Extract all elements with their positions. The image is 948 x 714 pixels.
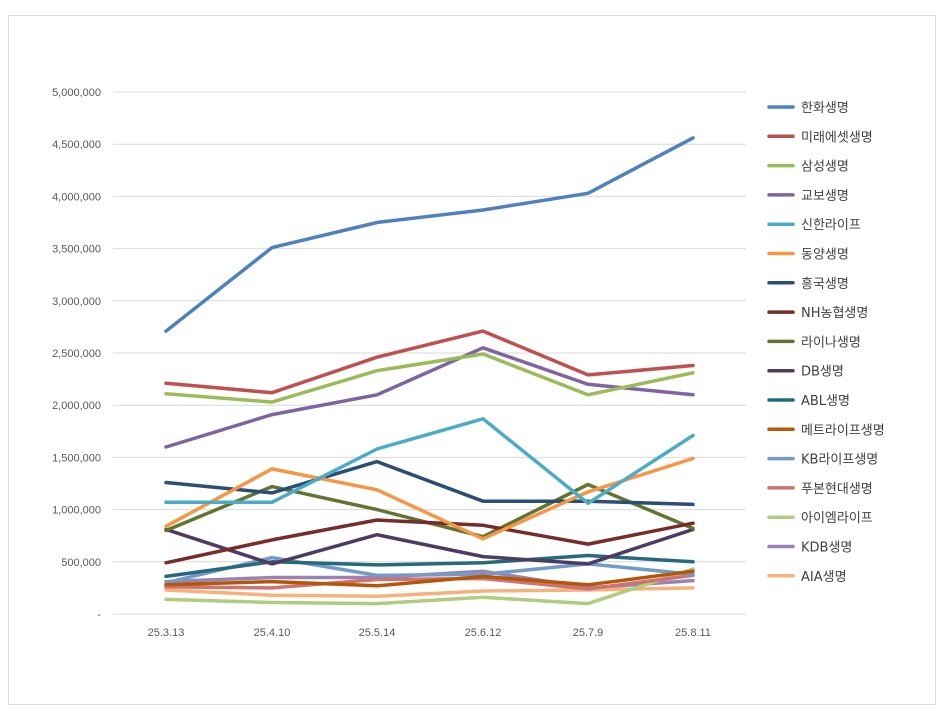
legend-entry: 흥국생명	[767, 277, 849, 292]
y-tick-label: 4,500,000	[52, 139, 101, 151]
legend-label: 푸본현대생명	[801, 482, 873, 497]
series-line-2	[164, 329, 695, 395]
legend-entry: 신한라이프	[767, 218, 861, 233]
y-tick-label: 5,000,000	[52, 87, 101, 99]
legend-label: KDB생명	[801, 541, 852, 556]
legend-entry: 푸본현대생명	[767, 482, 873, 497]
legend-entry: ABL생명	[767, 394, 850, 409]
series-line-8	[164, 518, 695, 565]
series-line-6	[164, 456, 695, 541]
series-line-17	[164, 586, 695, 599]
x-tick-label: 25.3.13	[148, 627, 185, 639]
legend-label: 신한라이프	[801, 218, 861, 233]
x-tick-label: 25.5.14	[359, 627, 396, 639]
series-line-9	[164, 482, 695, 539]
legend-label: 흥국생명	[801, 277, 849, 292]
legend-label: AIA생명	[801, 570, 847, 585]
series-lines	[164, 136, 695, 606]
x-tick-label: 25.4.10	[254, 627, 291, 639]
legend-label: 동양생명	[801, 248, 849, 263]
legend-entry: DB생명	[767, 365, 844, 380]
series-line-4	[164, 346, 695, 449]
series-line-15	[164, 567, 695, 606]
legend-label: 교보생명	[801, 189, 849, 204]
legend-entry: KDB생명	[767, 541, 852, 556]
legend-entry: 라이나생명	[767, 335, 861, 350]
y-tick-label: 3,500,000	[52, 244, 101, 256]
series-line-13	[164, 555, 695, 585]
legend-entry: 삼성생명	[767, 160, 849, 175]
series-line-1	[164, 136, 695, 333]
series-line-3	[164, 352, 695, 404]
y-tick-label: -	[97, 609, 101, 621]
series-line-14	[164, 573, 695, 591]
x-tick-label: 25.7.9	[573, 627, 604, 639]
y-tick-label: 1,000,000	[52, 505, 101, 517]
legend-label: NH농협생명	[801, 306, 868, 321]
y-tick-label: 2,500,000	[52, 348, 101, 360]
legend-label: DB생명	[801, 365, 844, 380]
legend-entry: 동양생명	[767, 248, 849, 263]
legend-entry: 한화생명	[767, 101, 849, 116]
legend-entry: 아이엠라이프	[767, 511, 873, 526]
legend-label: 아이엠라이프	[801, 511, 873, 526]
series-line-7	[164, 459, 695, 507]
legend-label: 미래에셋생명	[801, 130, 873, 145]
legend-label: 한화생명	[801, 101, 849, 116]
legend-label: ABL생명	[801, 394, 850, 409]
x-tick-label: 25.8.11	[675, 627, 711, 639]
legend-entry: 교보생명	[767, 189, 849, 204]
legend-label: 라이나생명	[801, 335, 861, 350]
y-tick-label: 4,000,000	[52, 191, 101, 203]
series-line-12	[164, 569, 695, 588]
y-tick-label: 3,000,000	[52, 296, 101, 308]
series-line-5	[164, 417, 695, 506]
legend-entry: KB라이프생명	[767, 453, 878, 468]
legend-entry: AIA생명	[767, 570, 847, 585]
gridlines	[113, 91, 746, 615]
y-tick-label: 1,500,000	[52, 452, 101, 464]
legend-label: 삼성생명	[801, 160, 849, 175]
y-tick-label: 500,000	[61, 557, 101, 569]
legend-entry: 메트라이프생명	[767, 423, 885, 438]
series-line-10	[164, 527, 695, 566]
y-axis-ticks: - 500,000 1,000,000 1,500,000 2,000,000 2,500…	[52, 87, 101, 621]
legend-label: 메트라이프생명	[801, 423, 885, 438]
x-axis-ticks: 25.3.13 25.4.10 25.5.14 25.6.12 25.7.9 25.8.1…	[148, 627, 711, 639]
y-tick-label: 2,000,000	[52, 400, 101, 412]
legend-entry: NH농협생명	[767, 306, 868, 321]
legend-label: KB라이프생명	[801, 453, 878, 468]
x-tick-label: 25.6.12	[465, 627, 502, 639]
legend-entry: 미래에셋생명	[767, 130, 873, 145]
